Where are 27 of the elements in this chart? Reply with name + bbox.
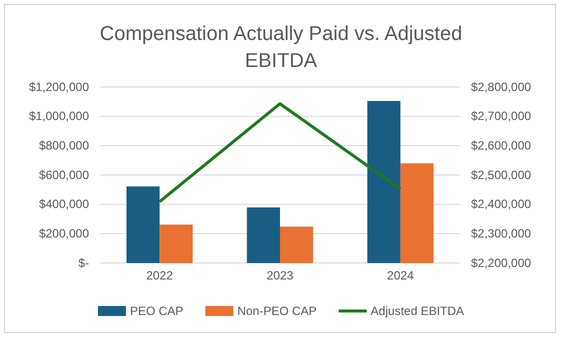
y-tick-label: $- [78,256,89,270]
legend-label: Non-PEO CAP [237,304,317,318]
bar [160,224,193,263]
chart-title: Compensation Actually Paid vs. Adjusted EBITDA [100,23,462,72]
y-tick-label: $600,000 [38,168,90,182]
y2-tick-label: $2,400,000 [471,197,532,212]
bar [126,186,160,263]
y2-tick-label: $2,700,000 [471,109,532,124]
y-tick-label: $800,000 [38,138,90,153]
y2-tick-label: $2,800,000 [471,80,532,94]
y-tick-label: $1,200,000 [28,80,90,94]
y2-tick-label: $2,200,000 [471,256,532,270]
legend-label: PEO CAP [130,304,184,318]
bar [400,163,434,263]
y-tick-label: $1,000,000 [28,109,90,124]
bar [367,100,400,263]
legend-label: Adjusted EBITDA [370,304,464,318]
y-tick-label: $200,000 [38,226,90,241]
y2-tick-label: $2,500,000 [471,168,532,182]
x-tick-label: 2022 [146,268,174,283]
x-tick-label: 2023 [266,268,294,283]
y-tick-label: $400,000 [38,197,90,212]
bar [246,207,280,263]
bar [280,226,314,263]
y2-tick-label: $2,300,000 [471,226,532,241]
x-tick-label: 2024 [387,268,414,283]
y2-tick-label: $2,600,000 [471,138,532,153]
